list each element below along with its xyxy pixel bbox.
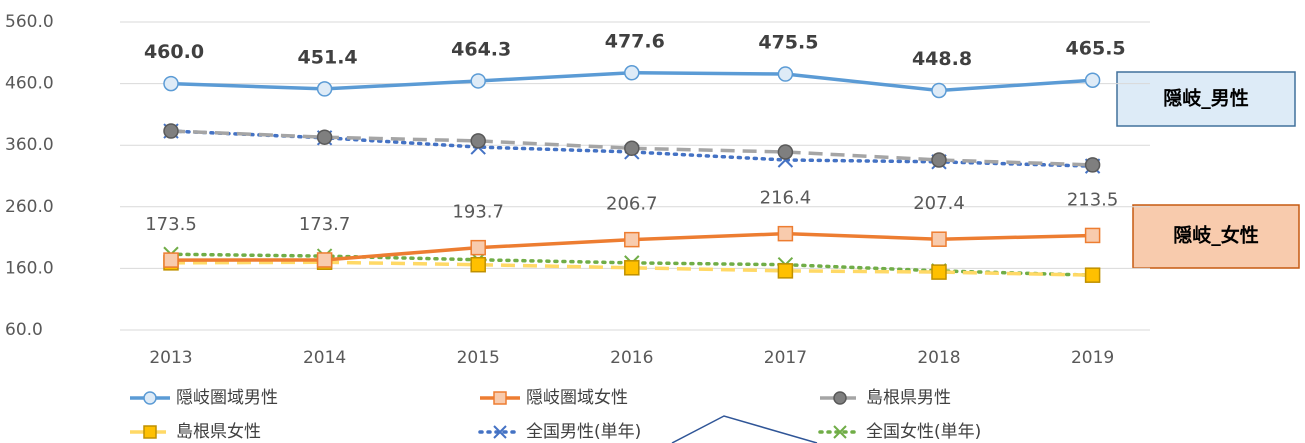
marker xyxy=(1084,227,1101,244)
data-label: 173.7 xyxy=(299,214,351,235)
y-tick-label: 360.0 xyxy=(5,135,54,155)
marker xyxy=(1084,157,1101,173)
marker xyxy=(470,73,486,89)
data-label: 475.5 xyxy=(758,32,818,54)
annotation: 隠岐_男性 xyxy=(1163,87,1249,110)
data-label: 451.4 xyxy=(298,46,358,68)
marker xyxy=(624,140,640,157)
data-label: 216.4 xyxy=(760,188,812,209)
marker xyxy=(1084,72,1101,88)
data-label: 213.5 xyxy=(1067,189,1119,210)
x-tick-label: 2014 xyxy=(303,348,346,368)
data-label: 464.3 xyxy=(451,38,511,60)
marker xyxy=(624,65,640,81)
x-tick-label: 2019 xyxy=(1071,348,1114,368)
marker xyxy=(777,225,794,242)
marker xyxy=(624,260,640,276)
x-tick-label: 2017 xyxy=(764,348,807,368)
legend-label: 隠岐圏域女性 xyxy=(526,388,628,408)
data-label: 206.7 xyxy=(606,194,658,215)
legend-marker xyxy=(493,425,507,439)
legend-label: 全国男性(単年) xyxy=(526,422,641,442)
y-tick-label: 260.0 xyxy=(5,197,54,217)
marker xyxy=(163,123,179,139)
callout xyxy=(671,415,818,443)
marker xyxy=(931,82,947,99)
data-label: 465.5 xyxy=(1066,38,1126,60)
y-tick-label: 460.0 xyxy=(5,74,54,94)
legend-label: 隠岐圏域男性 xyxy=(176,388,278,408)
marker xyxy=(931,231,947,247)
legend-marker xyxy=(493,391,507,405)
marker xyxy=(624,231,640,248)
marker xyxy=(1084,267,1101,283)
x-tick-label: 2018 xyxy=(917,348,960,368)
data-label: 477.6 xyxy=(605,30,665,52)
data-label: 193.7 xyxy=(452,202,504,223)
marker xyxy=(777,263,794,279)
marker xyxy=(777,144,794,160)
annotation-box xyxy=(1116,71,1296,127)
marker xyxy=(316,129,333,145)
marker xyxy=(470,133,486,149)
x-tick-label: 2015 xyxy=(457,348,500,368)
y-tick-label: 60.0 xyxy=(5,320,43,340)
marker xyxy=(470,239,486,256)
data-label: 460.0 xyxy=(144,41,204,63)
marker xyxy=(931,152,947,168)
legend-marker xyxy=(833,391,847,405)
legend-marker xyxy=(143,425,157,439)
marker xyxy=(931,264,947,280)
y-tick-label: 560.0 xyxy=(5,12,54,32)
marker xyxy=(163,75,179,92)
legend-label: 島根県女性 xyxy=(176,422,261,442)
marker xyxy=(163,252,179,268)
legend-marker xyxy=(833,425,847,439)
x-tick-label: 2013 xyxy=(149,348,192,368)
y-tick-label: 160.0 xyxy=(5,258,54,278)
legend-marker xyxy=(143,391,157,405)
marker xyxy=(316,81,333,97)
annotation: 隠岐_女性 xyxy=(1173,224,1259,247)
data-label: 173.5 xyxy=(145,214,197,235)
data-label: 448.8 xyxy=(912,48,972,70)
legend-label: 島根県男性 xyxy=(866,388,951,408)
marker xyxy=(777,66,794,82)
x-tick-label: 2016 xyxy=(610,348,653,368)
marker xyxy=(470,256,486,273)
legend-label: 全国女性(単年) xyxy=(866,422,981,442)
annotation-box xyxy=(1132,204,1300,269)
marker xyxy=(316,252,333,268)
data-label: 207.4 xyxy=(913,193,965,214)
